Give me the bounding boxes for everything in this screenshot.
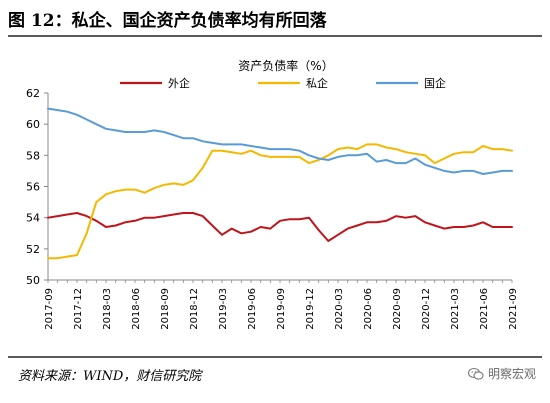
x-tick-label: 2018-03	[102, 288, 113, 330]
x-tick-label: 2020-06	[363, 288, 374, 330]
x-tick-label: 2021-03	[450, 288, 461, 330]
x-tick-label: 2017-09	[44, 288, 55, 330]
chart-title: 资产负债率（%）	[238, 58, 333, 73]
y-tick-label: 50	[26, 274, 40, 287]
figure-title: 图 12：私企、国企资产负债率均有所回落	[8, 11, 327, 31]
x-tick-label: 2018-12	[189, 288, 200, 330]
series-line-2	[47, 143, 513, 260]
series-line-1	[47, 212, 513, 242]
footer-rule	[8, 356, 542, 358]
x-tick-label: 2021-09	[508, 288, 519, 330]
watermark: 明察宏观	[467, 365, 536, 382]
x-tick-label: 2021-06	[479, 288, 490, 330]
y-tick-label: 62	[26, 87, 40, 100]
y-tick-label: 60	[26, 118, 40, 131]
x-tick-label: 2020-09	[392, 288, 403, 330]
watermark-label: 明察宏观	[487, 367, 536, 381]
x-tick-label: 2019-09	[276, 288, 287, 330]
series-group	[47, 107, 513, 260]
x-tick-label: 2019-06	[247, 288, 258, 330]
x-tick-label: 2018-06	[131, 288, 142, 330]
series-line-3	[47, 107, 513, 175]
legend-label-3: 国企	[424, 76, 446, 90]
line-chart: 资产负债率（%） 外企 私企 国企 50 52 54 56 58 60 62 2017-09 201…	[26, 58, 519, 330]
axes: 50 52 54 56 58 60 62 2017-09 2017-12 2018-03 2018-…	[26, 87, 519, 330]
x-tick-label: 2018-09	[160, 288, 171, 330]
source-note: 资料来源：WIND，财信研究院	[18, 369, 202, 384]
x-tick-label: 2020-03	[334, 288, 345, 330]
legend-label-2: 私企	[306, 76, 328, 90]
x-tick-label: 2019-12	[305, 288, 316, 330]
y-tick-label: 54	[26, 212, 40, 225]
x-tick-label: 2020-12	[421, 288, 432, 330]
wechat-icon	[467, 367, 484, 380]
legend-label-1: 外企	[168, 76, 190, 90]
y-tick-label: 58	[26, 149, 40, 162]
title-rule	[8, 35, 542, 37]
x-tick-label: 2019-03	[218, 288, 229, 330]
y-tick-label: 52	[26, 243, 40, 256]
x-tick-label: 2017-12	[73, 288, 84, 330]
legend: 外企 私企 国企	[120, 76, 446, 90]
y-tick-label: 56	[26, 181, 40, 194]
